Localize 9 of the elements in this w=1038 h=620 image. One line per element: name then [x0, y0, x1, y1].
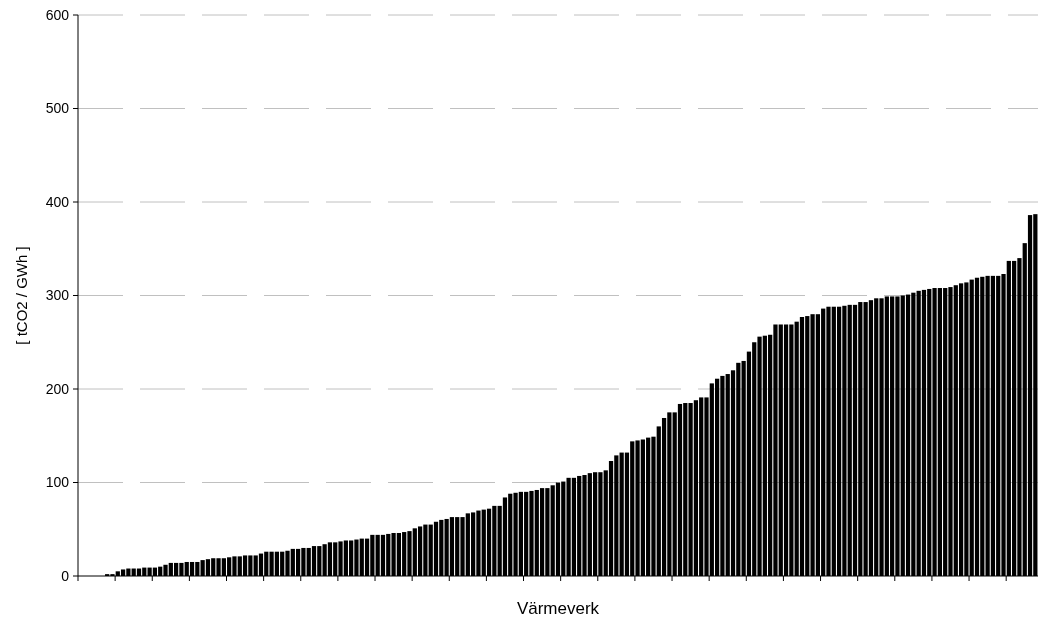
y-tick-label: 0 [61, 567, 70, 584]
y-tick-label: 300 [45, 287, 70, 304]
y-tick-label: 500 [45, 100, 70, 117]
y-axis-title: [ tCO2 / GWh ] [13, 246, 30, 345]
y-tick-label: 400 [45, 193, 70, 210]
y-tick-label: 600 [45, 6, 70, 23]
y-tick-label: 200 [45, 380, 70, 397]
y-tick-label: 100 [45, 474, 70, 491]
x-axis-title: Värmeverk [516, 599, 600, 618]
